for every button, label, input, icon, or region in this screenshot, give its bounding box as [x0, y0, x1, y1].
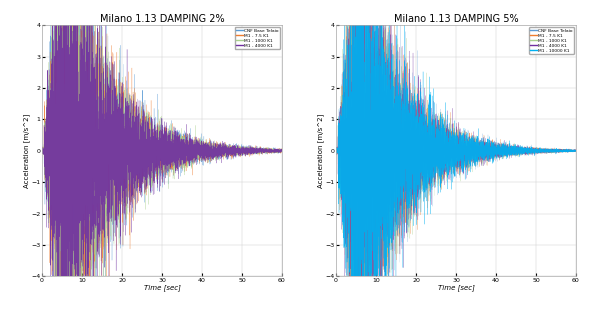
Y-axis label: Acceleration [m/s^2]: Acceleration [m/s^2]: [23, 114, 30, 188]
Legend: CNF Base Telaio, M1 - 7.5 K1, M1 - 1000 K1, M1 - 4000 K1, M1 - 10000 K1: CNF Base Telaio, M1 - 7.5 K1, M1 - 1000 …: [529, 27, 574, 54]
Title: Milano 1.13 DAMPING 2%: Milano 1.13 DAMPING 2%: [100, 14, 224, 24]
Legend: CNF Base Telaio, M1 - 7.5 K1, M1 - 1000 K1, M1 - 4000 K1: CNF Base Telaio, M1 - 7.5 K1, M1 - 1000 …: [235, 27, 280, 49]
X-axis label: Time [sec]: Time [sec]: [143, 284, 181, 291]
Title: Milano 1.13 DAMPING 5%: Milano 1.13 DAMPING 5%: [394, 14, 518, 24]
Y-axis label: Acceleration [m/s^2]: Acceleration [m/s^2]: [317, 114, 324, 188]
X-axis label: Time [sec]: Time [sec]: [437, 284, 475, 291]
